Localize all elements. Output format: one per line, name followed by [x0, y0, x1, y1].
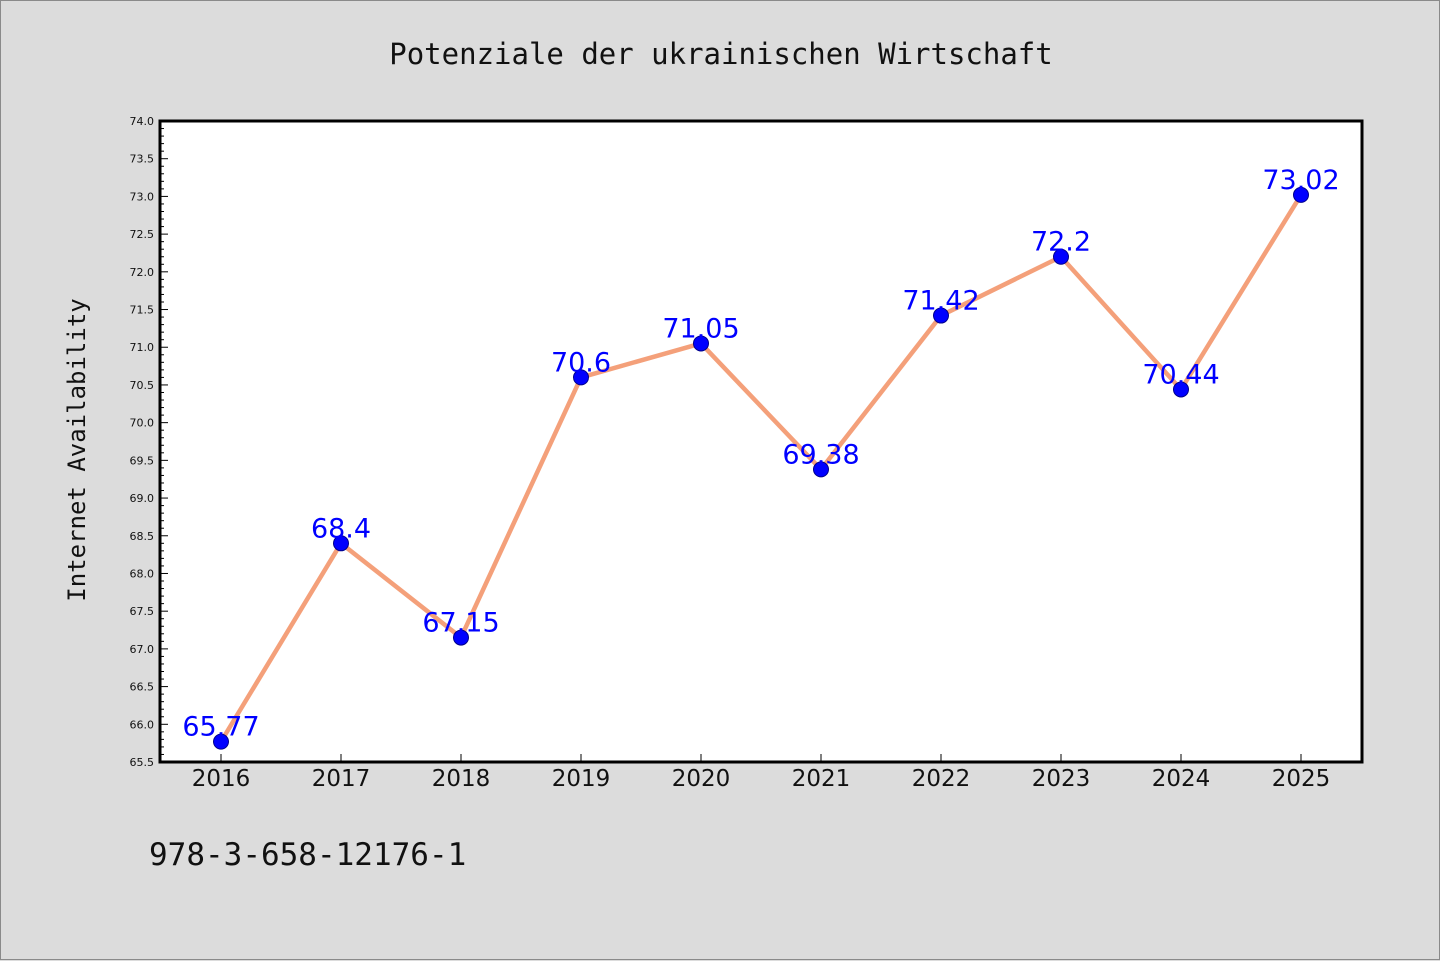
- data-point: [573, 369, 589, 386]
- x-tick-label: 2024: [1152, 766, 1211, 792]
- y-tick-label: 70.0: [130, 417, 155, 430]
- y-tick-label: 69.0: [130, 492, 155, 505]
- data-label: 71.42: [902, 286, 979, 317]
- data-point: [813, 461, 829, 478]
- data-point: [933, 307, 949, 324]
- data-point: [693, 335, 709, 352]
- data-label: 69.38: [782, 439, 859, 470]
- x-tick-label: 2018: [432, 766, 491, 792]
- y-tick-label: 67.5: [130, 605, 155, 618]
- data-label: 70.6: [551, 347, 611, 378]
- x-tick-label: 2019: [552, 766, 611, 792]
- y-tick-label: 74.0: [130, 115, 155, 128]
- data-point: [213, 733, 229, 750]
- y-axis-label: Internet Availability: [63, 298, 91, 601]
- data-label: 71.05: [662, 313, 739, 344]
- x-tick-label: 2020: [672, 766, 731, 792]
- y-tick-label: 71.0: [130, 341, 155, 354]
- data-label: 67.15: [422, 608, 499, 639]
- x-tick-label: 2025: [1272, 766, 1331, 792]
- y-tick-label: 73.5: [130, 153, 155, 166]
- y-axis: 65.5 66.0 66.5 67.0 67.5 68.0 68.5 69.0 69.5 70.0…: [130, 115, 168, 769]
- x-tick-label: 2016: [192, 766, 251, 792]
- y-tick-label: 66.0: [130, 718, 155, 731]
- series-line: [219, 193, 1303, 743]
- data-point: [1053, 248, 1069, 265]
- data-label: 73.02: [1262, 165, 1339, 196]
- x-tick-label: 2017: [312, 766, 371, 792]
- y-tick-label: 65.5: [130, 756, 155, 769]
- y-tick-label: 71.5: [130, 304, 155, 317]
- y-tick-label: 66.5: [130, 681, 155, 694]
- y-tick-label: 72.0: [130, 266, 155, 279]
- y-tick-label: 67.0: [130, 643, 155, 656]
- data-label: 72.2: [1031, 227, 1091, 258]
- data-label: 70.44: [1142, 359, 1219, 390]
- y-tick-label: 68.5: [130, 530, 155, 543]
- y-tick-label: 69.5: [130, 454, 155, 467]
- x-tick-label: 2022: [912, 766, 971, 792]
- data-point: [1173, 381, 1189, 398]
- x-tick-label: 2023: [1032, 766, 1091, 792]
- y-tick-label: 70.5: [130, 379, 155, 392]
- data-point: [453, 629, 469, 646]
- data-point: [333, 535, 349, 552]
- y-tick-label: 68.0: [130, 567, 155, 580]
- data-series: 65.77 68.4 67.15 70.6 71.05 69.38 71.42 72.2 70.…: [182, 165, 1340, 750]
- plot-area: [158, 119, 1364, 764]
- data-label: 65.77: [182, 712, 259, 743]
- x-axis: 2016 2017 2018 2019 2020 2021 2022 2023 2024 2025: [192, 754, 1331, 792]
- data-label: 68.4: [311, 513, 371, 544]
- x-tick-label: 2021: [792, 766, 851, 792]
- footer-code: 978-3-658-12176-1: [149, 837, 466, 873]
- data-point: [1293, 186, 1309, 203]
- y-tick-label: 73.0: [130, 190, 155, 203]
- chart-title: Potenziale der ukrainischen Wirtschaft: [389, 37, 1052, 71]
- y-tick-label: 72.5: [130, 228, 155, 241]
